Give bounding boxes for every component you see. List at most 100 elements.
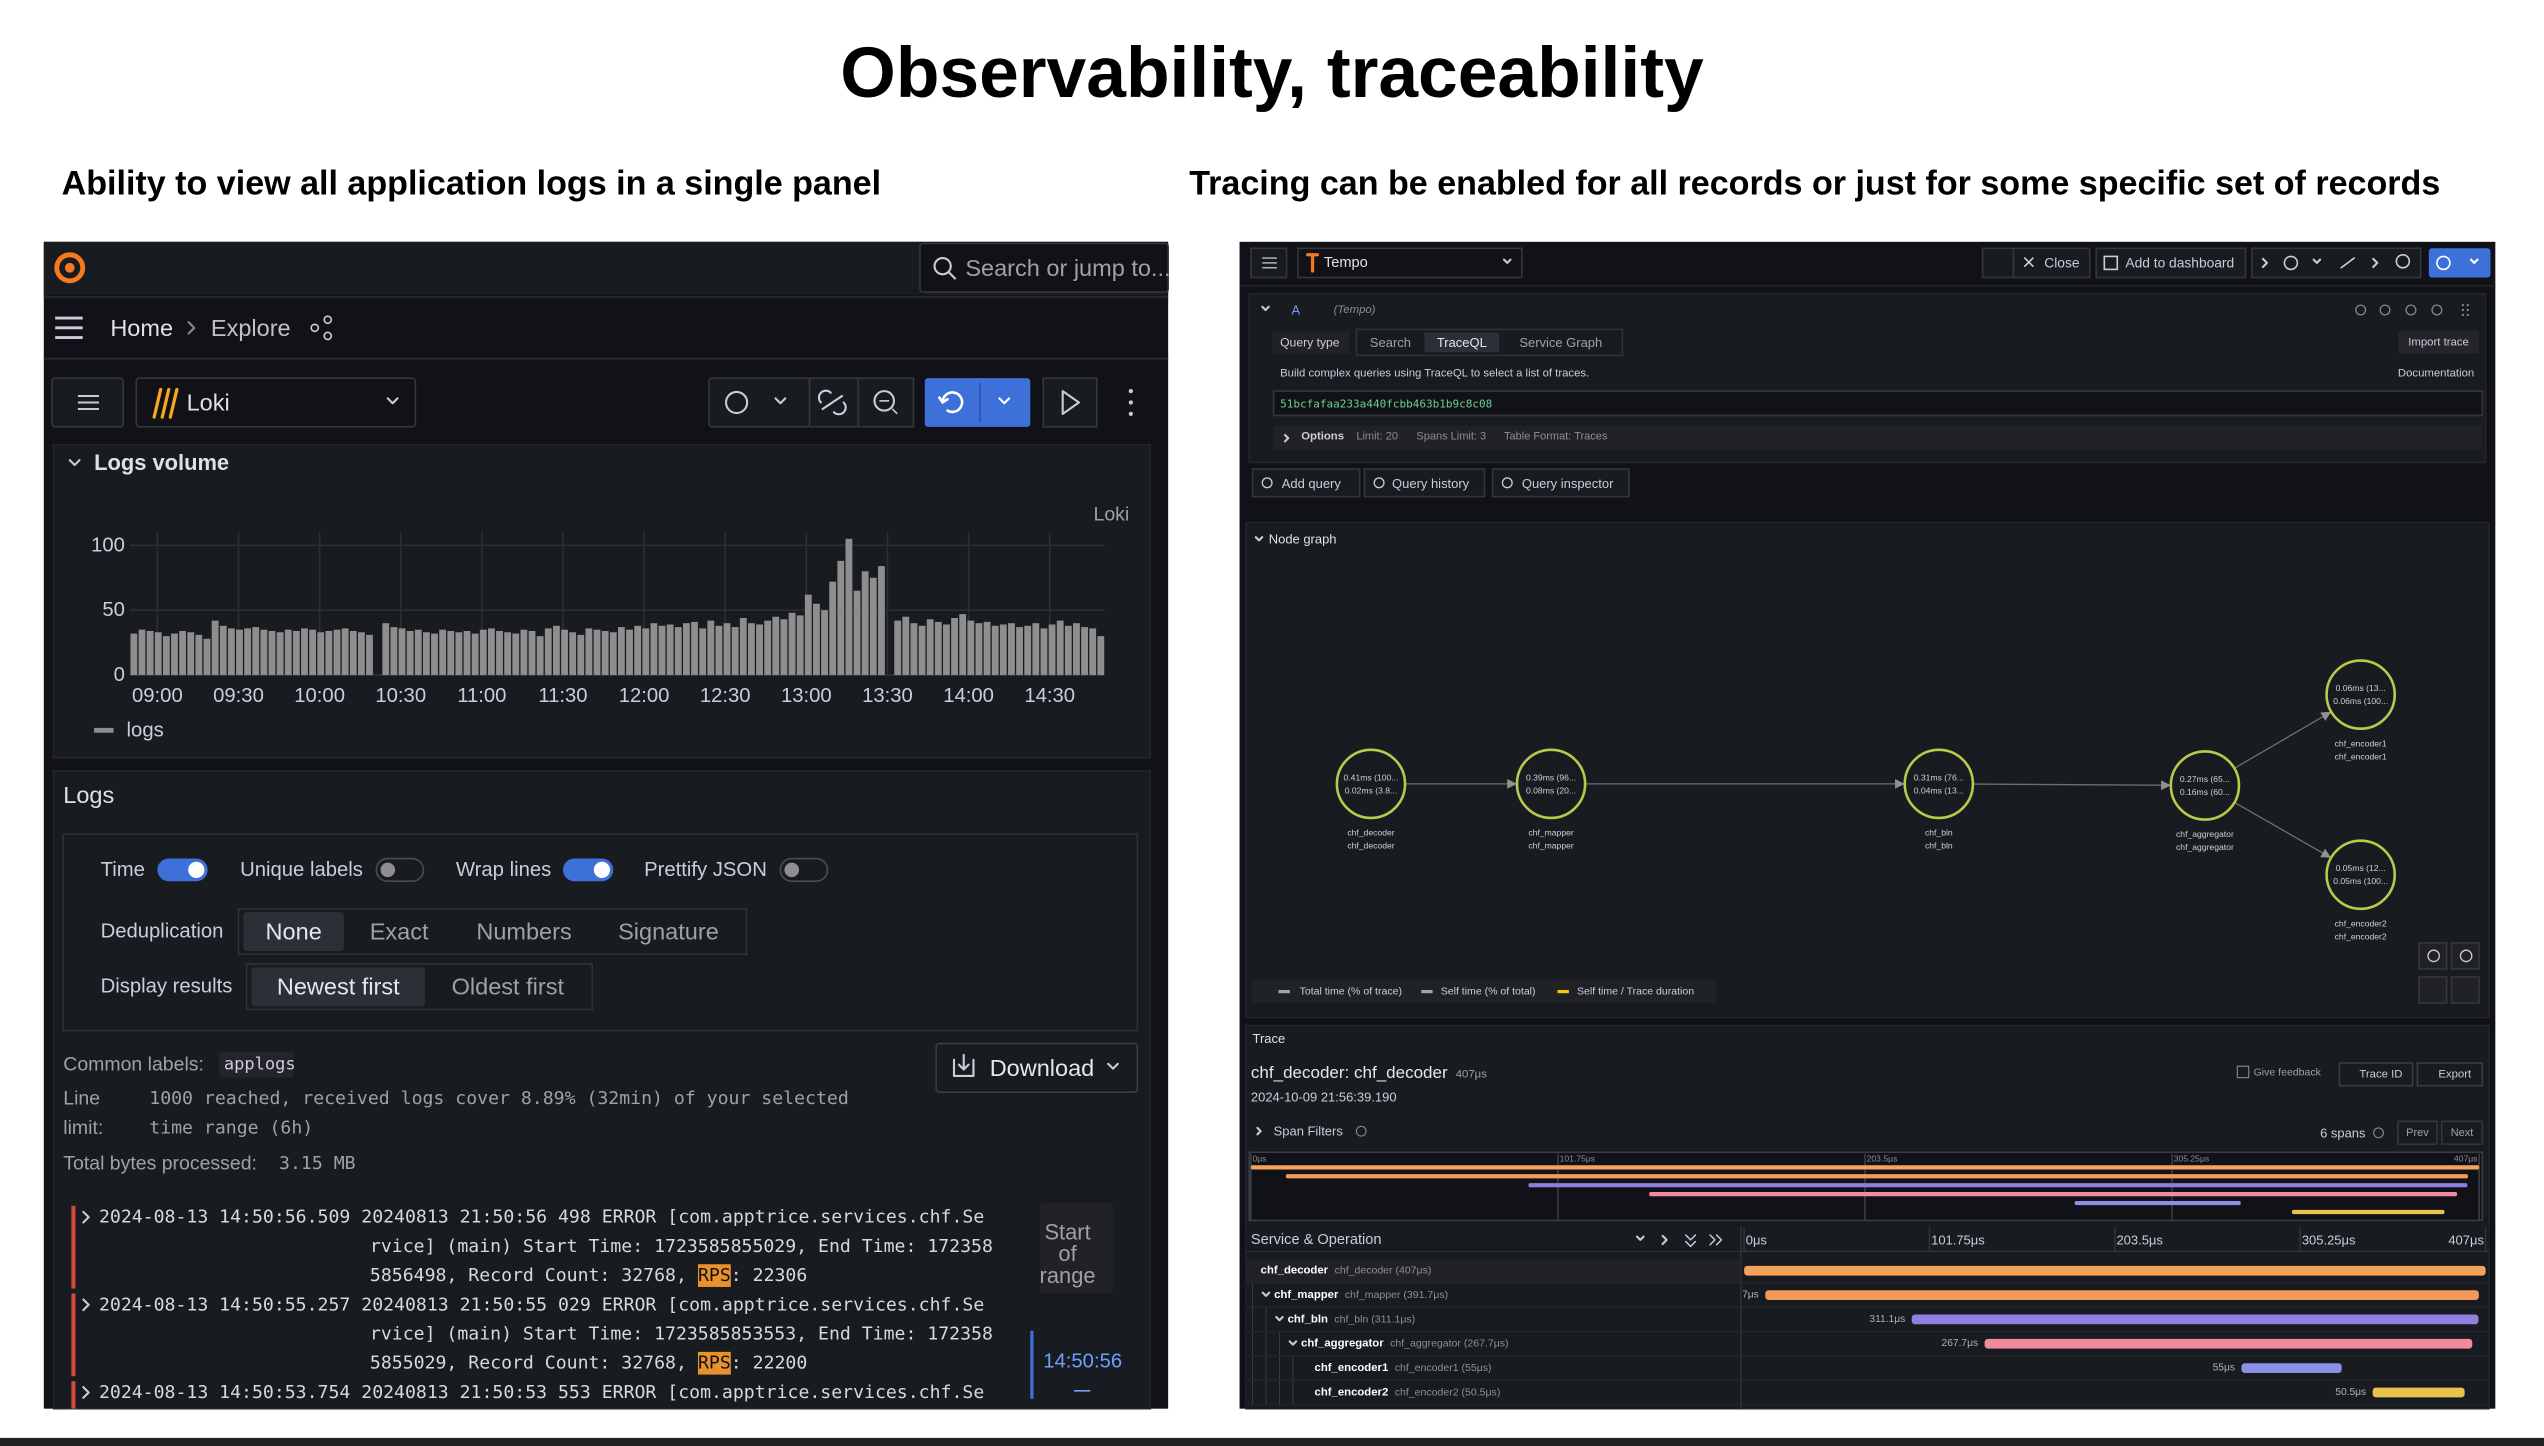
segment-option[interactable]: Oldest first	[452, 974, 565, 1000]
span-filters-label: Span Filters	[1274, 1124, 1344, 1139]
chevron-icon	[2469, 258, 2479, 264]
segment-option[interactable]: Numbers	[476, 919, 571, 945]
edge	[2234, 801, 2332, 859]
query-input[interactable]	[1272, 390, 2484, 417]
volume-bar	[1008, 623, 1015, 676]
node-label: chf_encoder1	[2335, 738, 2387, 748]
query-type-option[interactable]: TraceQL	[1437, 335, 1487, 350]
chevron-icon	[82, 1298, 90, 1312]
volume-bar	[414, 629, 422, 676]
feedback-link[interactable]: Give feedback	[2254, 1067, 2322, 1079]
volume-bar	[601, 630, 609, 676]
query-type-option[interactable]: Search	[1370, 335, 1411, 350]
node-stat: 0.39ms (96...	[1526, 772, 1576, 782]
query-type-option[interactable]: Service Graph	[1519, 335, 1602, 350]
graph-control-button[interactable]	[2450, 942, 2480, 970]
segment-option[interactable]: None	[266, 919, 322, 945]
download-button[interactable]	[935, 1042, 1139, 1094]
import-button[interactable]	[2397, 331, 2480, 354]
option-value: Limit: 20	[1356, 431, 1398, 443]
close-button[interactable]	[2012, 247, 2091, 279]
datasource-picker[interactable]	[135, 377, 417, 428]
volume-bar	[496, 630, 503, 676]
caption: Ability to view all application logs in …	[62, 164, 881, 202]
graph-control-button[interactable]	[2418, 976, 2448, 1004]
run-query-button[interactable]	[924, 378, 1031, 427]
volume-bar	[528, 630, 536, 676]
volume-bar	[422, 632, 430, 676]
line-limit-text: time range (6h)	[149, 1117, 313, 1138]
node	[2325, 659, 2397, 730]
trace-action-button[interactable]	[2416, 1062, 2484, 1087]
graph-control-button[interactable]	[2450, 976, 2480, 1004]
x-tick-label: 12:00	[619, 685, 670, 707]
graph-control-button[interactable]	[2418, 942, 2448, 970]
line-limit-label: Line	[63, 1088, 100, 1110]
feedback-icon	[2236, 1065, 2250, 1079]
volume-bar	[910, 623, 918, 676]
volume-bar	[357, 632, 365, 676]
play-button[interactable]	[1042, 377, 1098, 428]
toggle-switch[interactable]	[375, 857, 425, 883]
trace-action-button[interactable]	[2338, 1062, 2414, 1087]
volume-bar	[487, 628, 495, 676]
timeline-tick-label: 305.25μs	[2302, 1232, 2356, 1247]
span-service: chf_mapper	[1274, 1289, 1339, 1301]
time-controls	[2251, 247, 2422, 279]
segment-option[interactable]: Exact	[370, 919, 429, 945]
nav-button[interactable]	[2397, 1120, 2438, 1145]
trace-action-label: Trace ID	[2359, 1068, 2402, 1080]
range-marker	[1039, 1202, 1113, 1294]
run-query-button[interactable]	[2428, 248, 2491, 278]
tempo-icon	[1306, 253, 1320, 273]
volume-bar	[179, 630, 187, 676]
query-hint: Build complex queries using TraceQL to s…	[1280, 367, 1589, 379]
volume-bar	[130, 633, 138, 676]
segment-option[interactable]: Newest first	[277, 974, 400, 1000]
search-box[interactable]	[919, 242, 1169, 293]
node-stat: 0.02ms (3.8...	[1345, 785, 1398, 795]
link-icon	[817, 389, 847, 416]
docs-link[interactable]: Documentation	[2398, 367, 2474, 379]
volume-bar	[682, 623, 690, 676]
play-icon	[1061, 390, 1080, 415]
volume-bar	[520, 629, 528, 676]
add-to-dashboard-button[interactable]	[2095, 247, 2247, 279]
segment-option[interactable]: Signature	[618, 919, 719, 945]
volume-bar	[569, 632, 577, 676]
log-line: rvice] (main) Start Time: 1723585855029,…	[370, 1236, 993, 1257]
search-icon	[948, 271, 957, 280]
query-action-label: Query inspector	[1522, 476, 1614, 491]
button-icon	[1261, 477, 1273, 489]
volume-bar	[171, 633, 178, 676]
breadcrumb[interactable]: Home	[110, 315, 173, 341]
split-button[interactable]	[1981, 247, 2015, 279]
zoom-icon	[2459, 949, 2473, 963]
log-highlight: RPS	[698, 1265, 731, 1286]
volume-bar	[699, 628, 707, 676]
volume-bar	[959, 614, 967, 676]
volume-bar	[796, 615, 804, 676]
query-ref: A	[1291, 302, 1300, 317]
more-icon	[1128, 400, 1133, 405]
query-action-button[interactable]	[1251, 468, 1361, 498]
node-label: chf_encoder1	[2335, 751, 2387, 761]
time-picker[interactable]	[708, 377, 811, 428]
toggle-switch[interactable]	[779, 857, 829, 883]
edge-arrow	[1895, 778, 1905, 789]
span-operation: chf_decoder (407μs)	[1335, 1265, 1432, 1277]
volume-bar	[577, 634, 585, 676]
nav-button[interactable]	[2440, 1120, 2484, 1145]
total-bytes-label: Total bytes processed:	[63, 1153, 257, 1175]
node-label: chf_bln	[1925, 828, 1953, 838]
volume-bar	[366, 634, 373, 676]
log-level-bar	[71, 1381, 76, 1409]
datasource-picker[interactable]	[1297, 247, 1523, 279]
volume-bar	[162, 636, 170, 676]
share-icon	[323, 315, 333, 325]
query-action-button[interactable]	[1491, 468, 1630, 498]
volume-bar	[227, 628, 235, 676]
share-icon	[310, 323, 320, 333]
bottom-band	[0, 1437, 2544, 1446]
zoom-out-button[interactable]	[857, 377, 915, 428]
